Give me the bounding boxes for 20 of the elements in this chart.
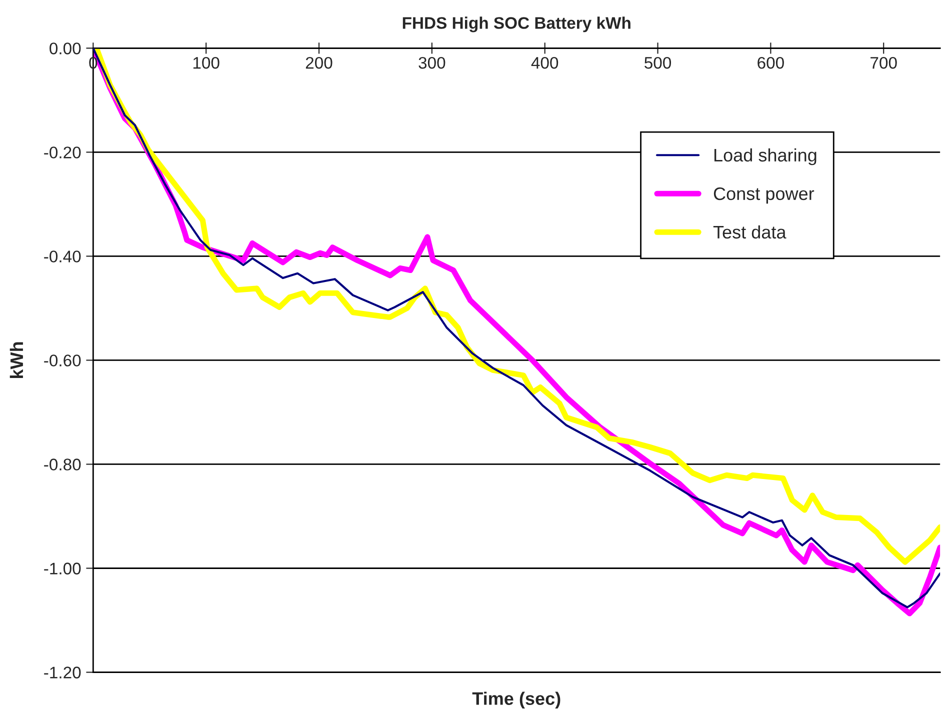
x-tick-label: 400 [531, 56, 558, 69]
x-tick-label: 700 [870, 56, 897, 69]
legend-label: Load sharing [714, 148, 816, 166]
x-tick-label: 200 [306, 56, 332, 69]
x-tick-label: 500 [644, 56, 672, 69]
y-tick-label: -1.20 [44, 666, 81, 678]
x-tick-label: 100 [193, 56, 220, 69]
y-tick-label: -0.40 [44, 250, 81, 262]
y-tick-label: -0.20 [44, 146, 81, 158]
y-axis-title: kWh [10, 342, 23, 378]
chart-title: FHDS High SOC Battery kWh [402, 16, 630, 32]
legend-label: Const power [714, 187, 814, 204]
y-tick-label: -0.60 [44, 354, 81, 366]
x-tick-label: 300 [418, 56, 446, 69]
x-axis-title: Time (sec) [472, 692, 560, 709]
x-tick-label: 600 [758, 56, 784, 69]
y-tick-label: 0.00 [50, 42, 81, 54]
y-tick-label: -0.80 [44, 458, 81, 470]
y-tick-label: -1.00 [44, 562, 81, 574]
legend-label: Test data [713, 225, 786, 239]
